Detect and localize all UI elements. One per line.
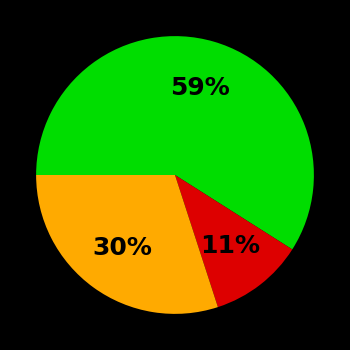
Text: 11%: 11% [200, 234, 260, 258]
Wedge shape [175, 175, 292, 307]
Wedge shape [36, 36, 314, 250]
Text: 30%: 30% [92, 236, 152, 260]
Text: 59%: 59% [170, 76, 230, 100]
Wedge shape [36, 175, 218, 314]
